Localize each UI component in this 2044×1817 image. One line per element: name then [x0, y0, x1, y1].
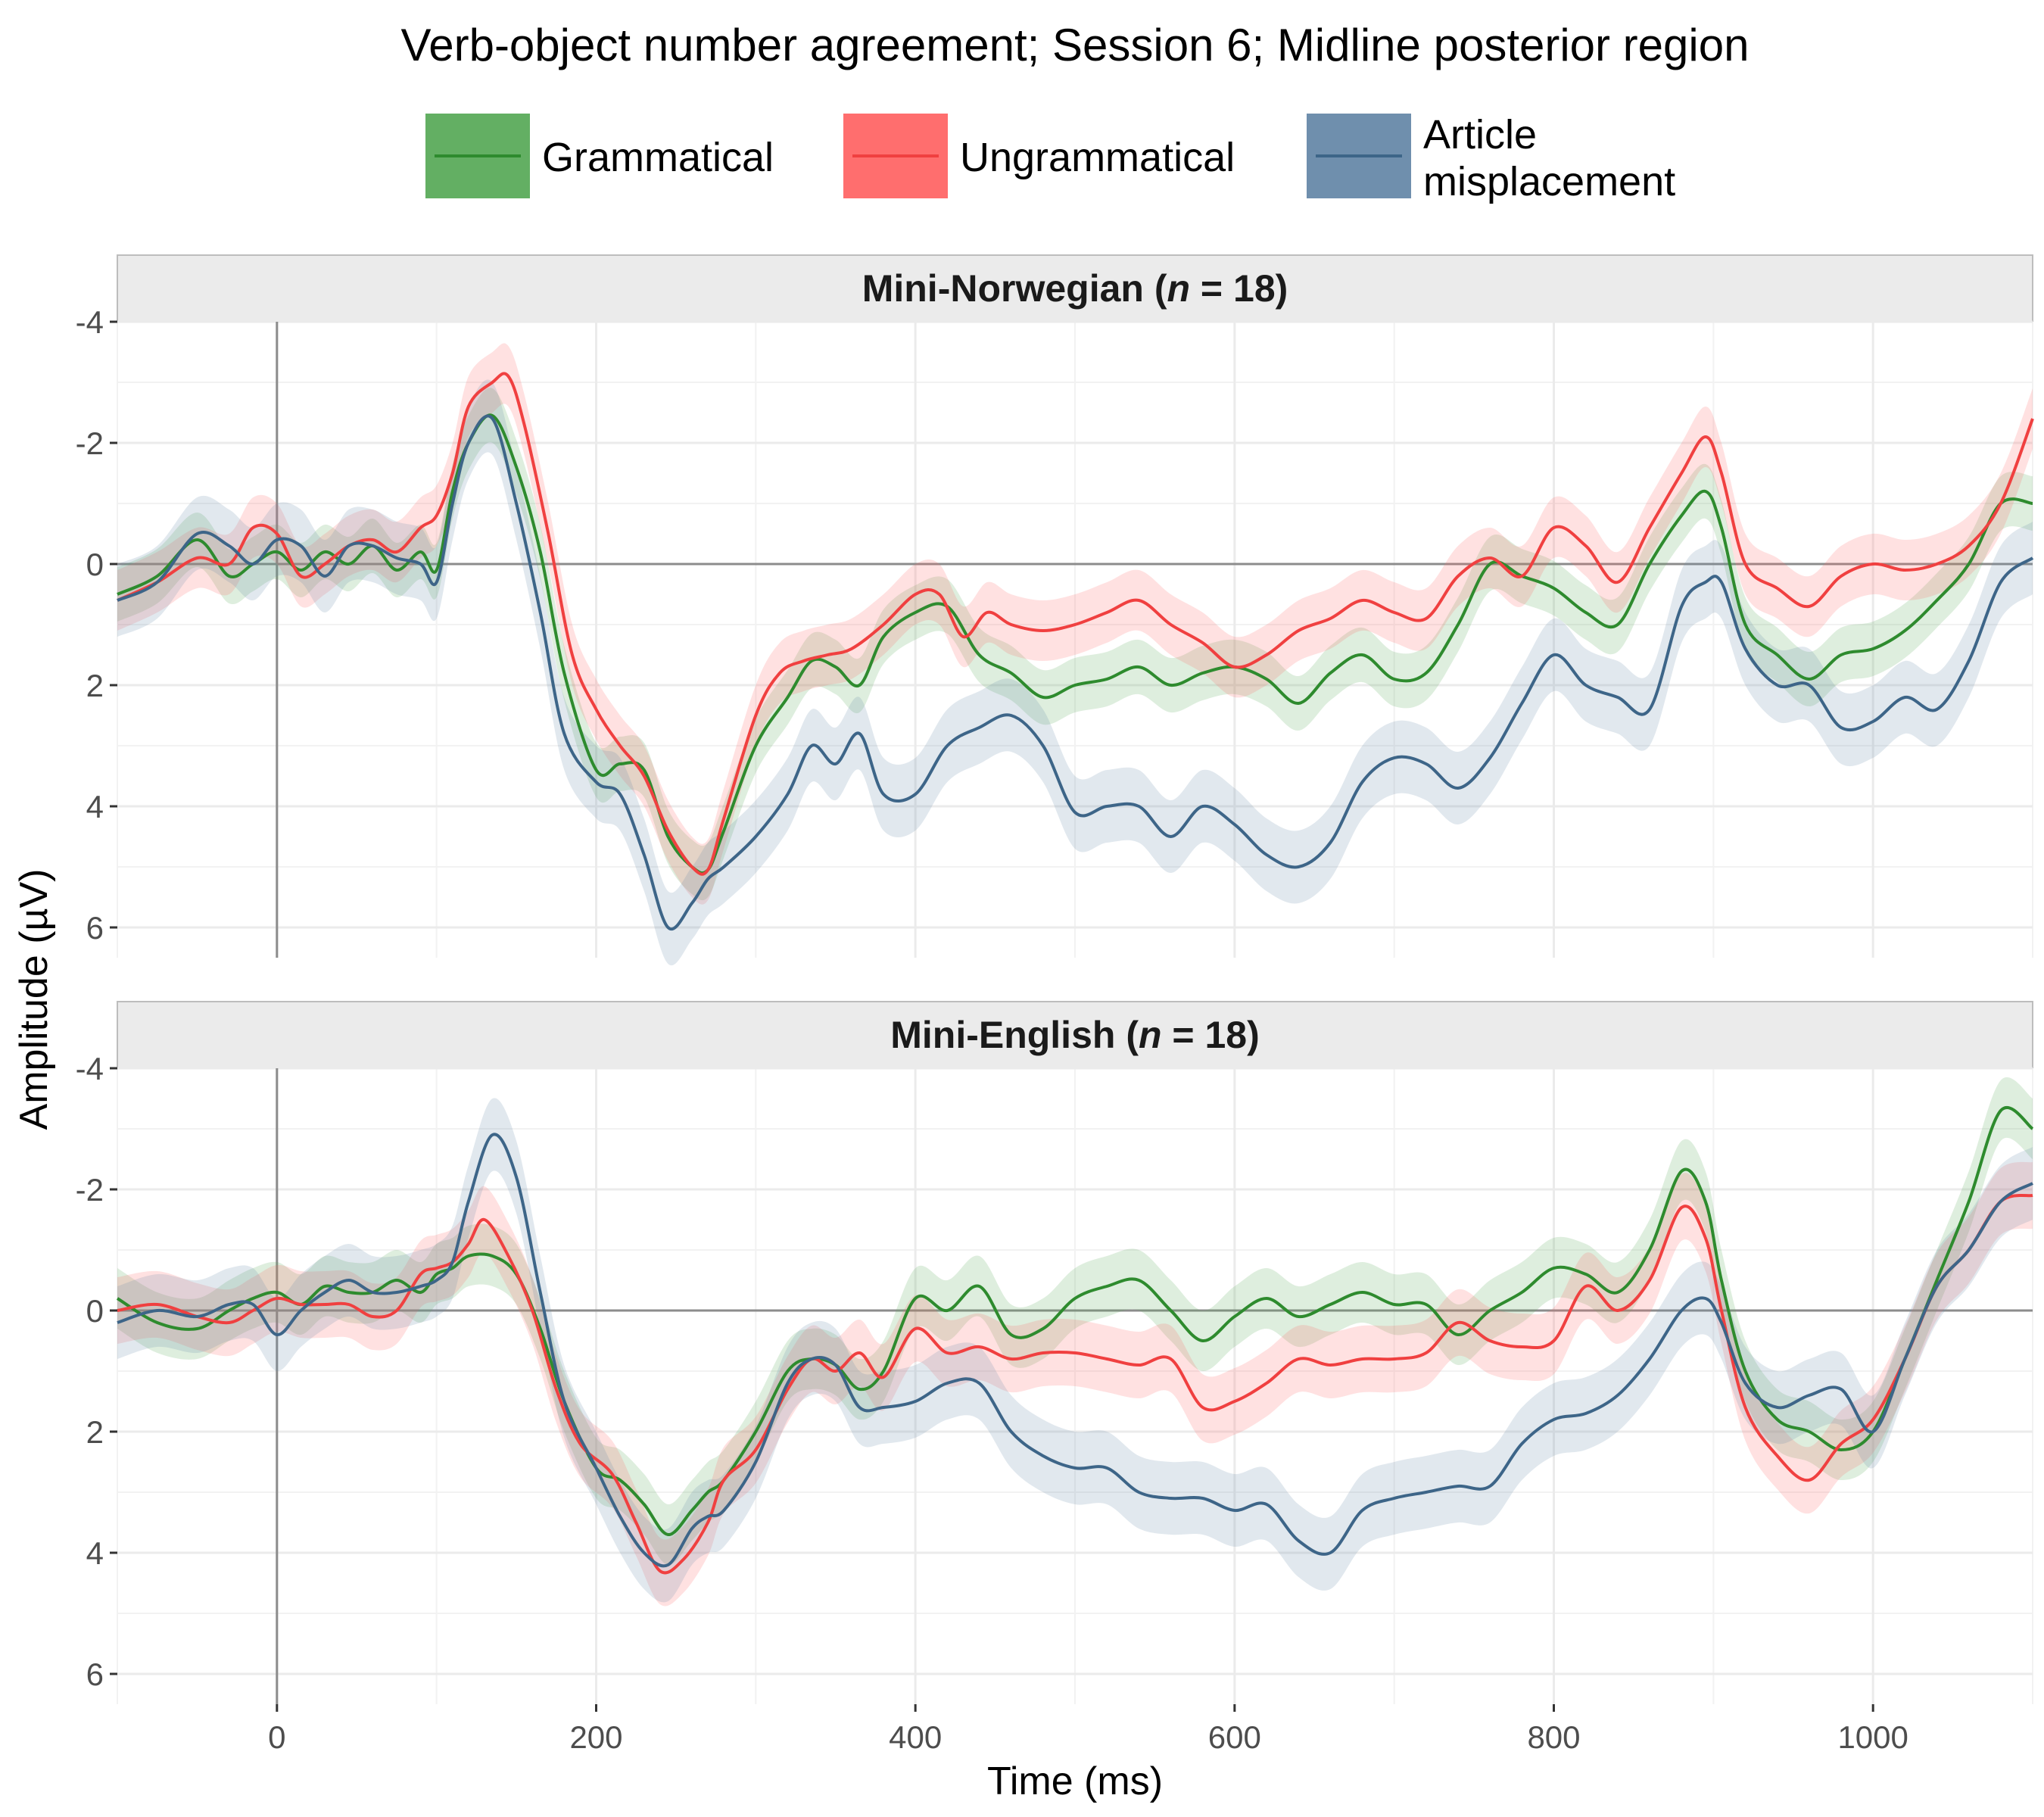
y-tick-label: 4 [86, 1535, 104, 1571]
lines-mini-norwegian [117, 372, 2034, 931]
x-tick-label: 0 [268, 1719, 285, 1755]
series-line-1 [117, 372, 2034, 876]
grid-mini-norwegian [117, 320, 2033, 958]
y-tick-label: 2 [86, 1414, 104, 1450]
series-line-2 [117, 414, 2034, 931]
reference-lines-mini-english [117, 1068, 2033, 1704]
strip-label-mini-norwegian: Mini-Norwegian (n = 18) [862, 267, 1288, 310]
legend-label-article-line2: misplacement [1423, 159, 1675, 204]
y-axis-mini-norwegian: -4 -2 0 2 4 6 [76, 304, 117, 946]
x-tick-label: 600 [1208, 1719, 1261, 1755]
legend-label-ungrammatical: Ungrammatical [960, 135, 1235, 180]
chart-title: Verb-object number agreement; Session 6;… [401, 20, 1750, 70]
series-line-0 [116, 1106, 2034, 1536]
y-tick-label: -2 [76, 1172, 104, 1208]
ci-band-2 [117, 1098, 2033, 1603]
y-tick-label: 6 [86, 1656, 104, 1692]
x-axis-title: Time (ms) [987, 1759, 1163, 1803]
strip-mini-english [117, 1001, 2033, 1069]
legend-item-ungrammatical: Ungrammatical [843, 114, 1235, 198]
y-axis-title: Amplitude (µV) [12, 869, 56, 1130]
y-tick-label: 2 [86, 668, 104, 703]
reference-lines-mini-norwegian [117, 322, 2033, 958]
legend: Grammatical Ungrammatical Article mispla… [425, 112, 1675, 204]
strip-label-mini-english: Mini-English (n = 18) [890, 1014, 1260, 1056]
series-line-0 [117, 413, 2033, 875]
series-line-2 [117, 1133, 2033, 1568]
y-tick-label: 4 [86, 789, 104, 824]
panel-mini-english: Mini-English (n = 18) -4 -2 0 2 4 6 [76, 1001, 2034, 1704]
ci-band-1 [117, 1161, 2033, 1607]
legend-item-article-misplacement: Article misplacement [1307, 112, 1675, 204]
x-tick-label: 1000 [1837, 1719, 1908, 1755]
y-axis-mini-english: -4 -2 0 2 4 6 [76, 1051, 117, 1692]
ci-band-0 [117, 1077, 2033, 1566]
x-tick-label: 200 [569, 1719, 622, 1755]
x-tick-label: 800 [1527, 1719, 1580, 1755]
x-tick-label: 400 [889, 1719, 942, 1755]
strip-mini-norwegian [117, 254, 2033, 323]
ci-bands-mini-english [117, 1077, 2033, 1607]
y-tick-label: 0 [86, 547, 104, 582]
ci-band-2 [117, 379, 2033, 966]
y-tick-label: -4 [76, 1051, 104, 1086]
legend-item-grammatical: Grammatical [425, 114, 774, 198]
y-tick-label: 6 [86, 910, 104, 946]
lines-mini-english [116, 1106, 2034, 1575]
y-tick-label: -2 [76, 425, 104, 461]
x-axis: 0 200 400 600 800 1000 [268, 1704, 1908, 1755]
y-tick-label: -4 [76, 304, 104, 340]
series-line-1 [117, 1193, 2033, 1575]
legend-label-grammatical: Grammatical [542, 135, 774, 180]
legend-label-article-line1: Article [1423, 112, 1537, 157]
panel-mini-norwegian: Mini-Norwegian (n = 18) -4 -2 0 2 4 6 [76, 254, 2034, 966]
y-tick-label: 0 [86, 1293, 104, 1329]
